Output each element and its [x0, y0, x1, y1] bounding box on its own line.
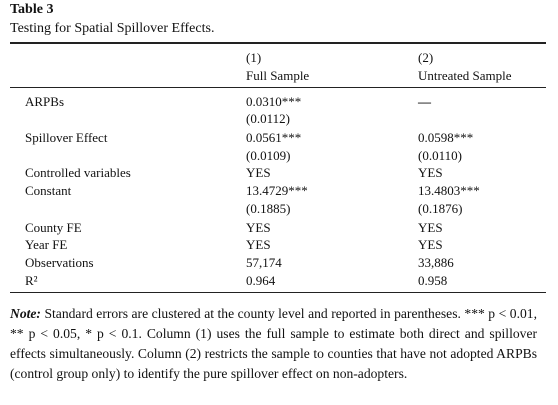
row-label: Spillover Effect — [25, 130, 108, 145]
cell: 0.964 — [246, 273, 276, 288]
cell: (0.0109) — [246, 148, 291, 163]
row-label: County FE — [25, 220, 82, 235]
row-label: Constant — [25, 183, 72, 198]
table-note: Note: Standard errors are clustered at t… — [10, 304, 537, 384]
row-label: Year FE — [25, 237, 68, 252]
column-header: Full Sample — [246, 68, 310, 83]
cell: (0.0110) — [418, 148, 462, 163]
cell: 0.0598*** — [418, 130, 474, 145]
column-header: Untreated Sample — [418, 68, 512, 83]
bottom-rule — [10, 292, 546, 293]
top-rule — [10, 42, 546, 44]
cell: YES — [418, 237, 443, 252]
cell: (0.1876) — [418, 201, 463, 216]
row-label: Observations — [25, 255, 94, 270]
cell: 0.0310*** — [246, 94, 302, 109]
cell: YES — [418, 220, 443, 235]
header-rule — [10, 87, 546, 88]
table-caption: Testing for Spatial Spillover Effects. — [10, 21, 215, 36]
cell: 33,886 — [418, 255, 454, 270]
cell: 57,174 — [246, 255, 282, 270]
cell: 0.958 — [418, 273, 448, 288]
cell: 13.4729*** — [246, 183, 308, 198]
cell: — — [418, 94, 431, 109]
cell: YES — [246, 165, 271, 180]
table-label: Table 3 — [10, 2, 54, 17]
cell: (0.0112) — [246, 111, 290, 126]
row-label: Controlled variables — [25, 165, 131, 180]
cell: YES — [246, 220, 271, 235]
column-header: (2) — [418, 50, 434, 65]
cell: YES — [418, 165, 443, 180]
row-label: R² — [25, 273, 38, 288]
note-text: Standard errors are clustered at the cou… — [10, 306, 537, 381]
cell: YES — [246, 237, 271, 252]
cell: 0.0561*** — [246, 130, 302, 145]
note-label: Note: — [10, 306, 41, 321]
cell: (0.1885) — [246, 201, 291, 216]
row-label: ARPBs — [25, 94, 65, 109]
column-header: (1) — [246, 50, 262, 65]
cell: 13.4803*** — [418, 183, 480, 198]
